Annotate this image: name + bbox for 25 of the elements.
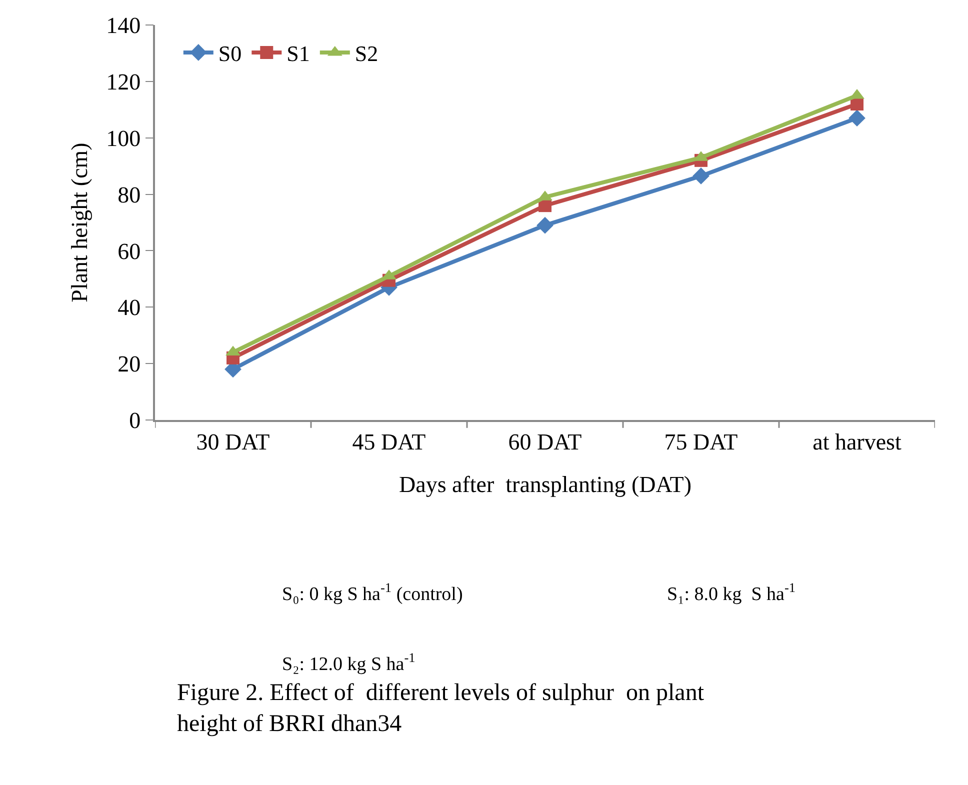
legend-label: S0 <box>218 41 242 66</box>
x-axis-title: Days after transplanting (DAT) <box>399 472 692 497</box>
text: S₀: 0 kg S ha$^{-1}$ (control) <box>282 580 463 605</box>
point <box>536 216 554 234</box>
y-axis-title: Plant height (cm) <box>67 142 92 302</box>
legend-label: S2 <box>354 41 378 66</box>
point <box>692 168 710 184</box>
x-tick-label: at harvest <box>812 429 902 454</box>
y-tick-label: 140 <box>106 13 141 38</box>
x-tick-label: 60 DAT <box>508 429 582 454</box>
legend-label: S1 <box>286 41 310 66</box>
text: S₂: 12.0 kg S ha$^{-1}$ <box>282 650 416 675</box>
x-tick-label: 30 DAT <box>196 429 270 454</box>
y-tick-label: 120 <box>106 69 141 94</box>
text: Figure 2. Effect of different levels of sulphur on plant height of BRRI dhan34 <box>177 680 704 738</box>
y-tick-label: 80 <box>118 182 141 208</box>
x-tick-label: 45 DAT <box>352 429 426 454</box>
y-tick-label: 40 <box>118 295 141 320</box>
y-tick-label: 0 <box>129 408 141 434</box>
x-tick-label: 75 DAT <box>664 429 738 454</box>
y-tick-label: 100 <box>106 126 141 151</box>
point <box>848 110 866 127</box>
y-tick-label: 60 <box>118 238 141 264</box>
text: S₁: 8.0 kg S ha$^{-1}$ <box>667 580 796 605</box>
y-tick-label: 20 <box>118 352 141 377</box>
